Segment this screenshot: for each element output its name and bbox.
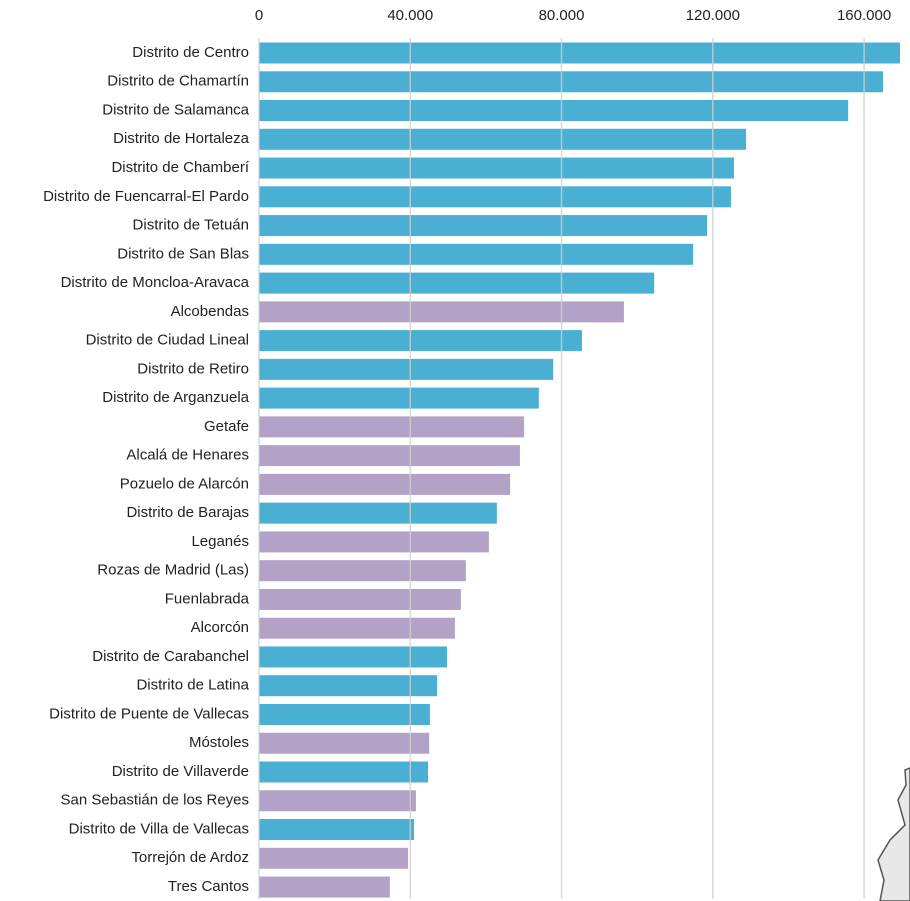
bar — [259, 358, 554, 380]
x-tick-label: 0 — [255, 7, 263, 24]
y-tick-label: Distrito de Latina — [136, 677, 249, 694]
y-tick-label: Alcalá de Henares — [126, 447, 249, 464]
bar — [259, 186, 731, 208]
bar — [259, 71, 883, 93]
y-tick-label: Distrito de Moncloa-Aravaca — [61, 274, 250, 291]
y-tick-label: Distrito de Tetuán — [133, 217, 249, 234]
y-tick-label: Móstoles — [189, 734, 249, 751]
bar — [259, 42, 900, 64]
y-tick-label: Distrito de Chamberí — [111, 159, 249, 176]
y-tick-label: Alcorcón — [191, 619, 249, 636]
bar — [259, 646, 447, 668]
y-tick-label: Distrito de Fuencarral-El Pardo — [43, 188, 249, 205]
bar — [259, 100, 849, 122]
bar — [259, 473, 511, 495]
bar — [259, 531, 489, 553]
y-tick-label: Rozas de Madrid (Las) — [97, 562, 249, 579]
bar — [259, 272, 655, 294]
bar — [259, 703, 430, 725]
bar — [259, 215, 708, 237]
y-tick-label: Distrito de Ciudad Lineal — [86, 332, 249, 349]
bar — [259, 588, 461, 610]
y-tick-label: Distrito de Retiro — [137, 360, 249, 377]
y-tick-label: Distrito de Chamartín — [107, 73, 249, 90]
y-tick-label: Pozuelo de Alarcón — [120, 475, 249, 492]
y-tick-label: Distrito de Carabanchel — [92, 648, 249, 665]
bar — [259, 387, 539, 409]
x-tick-label: 160.000 — [837, 7, 891, 24]
bar — [259, 790, 416, 812]
x-tick-label: 40.000 — [387, 7, 433, 24]
bar — [259, 243, 694, 265]
y-tick-label: Leganés — [191, 533, 249, 550]
y-tick-label: Fuenlabrada — [165, 590, 250, 607]
y-tick-label: Getafe — [204, 418, 249, 435]
y-tick-label: Distrito de Barajas — [126, 504, 249, 521]
bar — [259, 330, 582, 352]
y-tick-label: Alcobendas — [171, 303, 249, 320]
bar — [259, 157, 734, 179]
bar — [259, 301, 624, 323]
bar — [259, 675, 438, 697]
bar — [259, 876, 390, 898]
y-tick-label: Distrito de Puente de Vallecas — [49, 705, 249, 722]
map-fragment — [877, 767, 910, 901]
y-tick-label: Distrito de Centro — [132, 44, 249, 61]
y-tick-label: San Sebastián de los Reyes — [61, 792, 249, 809]
y-tick-label: Distrito de Hortaleza — [113, 130, 250, 147]
bar — [259, 819, 415, 841]
y-tick-label: Tres Cantos — [168, 878, 249, 895]
bar — [259, 560, 466, 582]
x-tick-label: 80.000 — [539, 7, 585, 24]
bar — [259, 617, 455, 639]
bar — [259, 847, 408, 869]
y-tick-label: Distrito de Arganzuela — [102, 389, 249, 406]
y-tick-label: Distrito de Salamanca — [102, 101, 249, 118]
y-tick-label: Distrito de Villaverde — [112, 763, 249, 780]
bar — [259, 445, 520, 467]
bar — [259, 128, 747, 150]
bar — [259, 502, 497, 524]
y-tick-label: Torrejón de Ardoz — [131, 849, 249, 866]
y-tick-label: Distrito de Villa de Vallecas — [69, 820, 249, 837]
x-tick-label: 120.000 — [686, 7, 740, 24]
bar — [259, 416, 525, 438]
bar — [259, 761, 429, 783]
bar — [259, 732, 430, 754]
y-tick-label: Distrito de San Blas — [117, 245, 249, 262]
